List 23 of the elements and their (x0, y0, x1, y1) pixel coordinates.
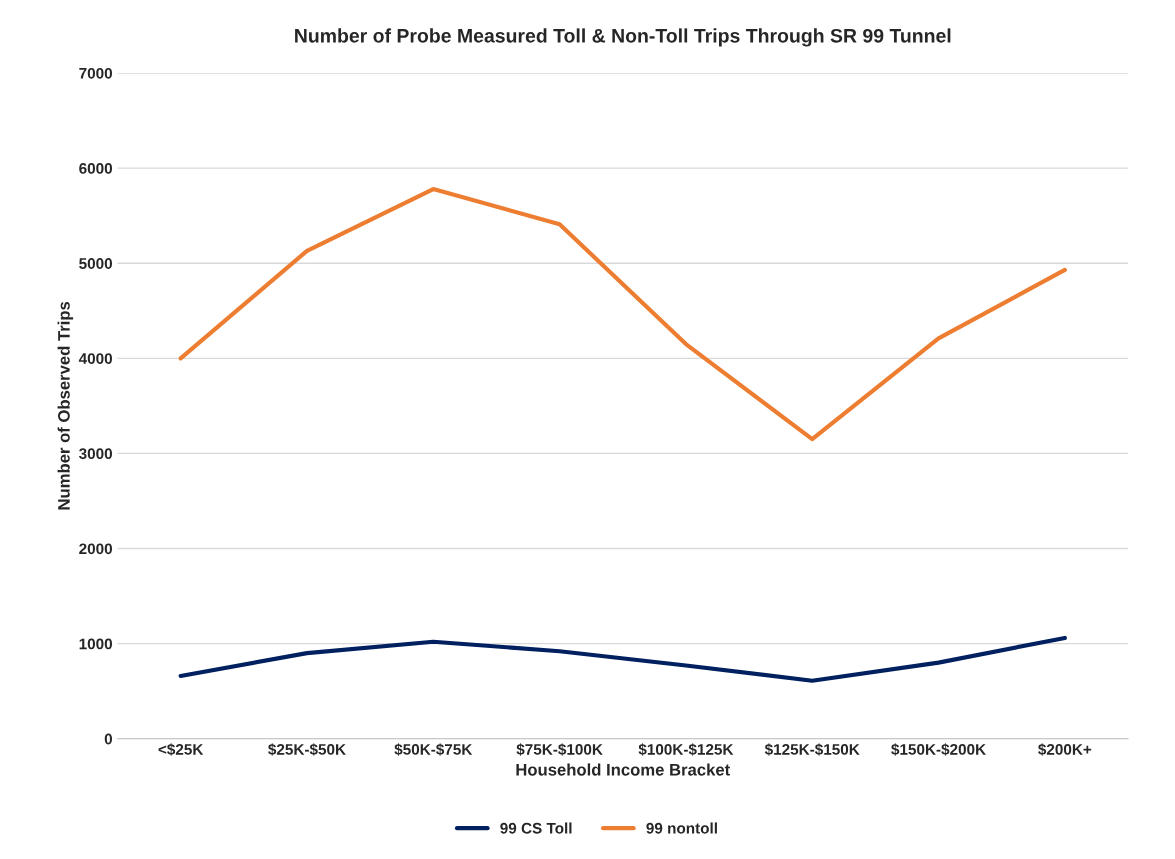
legend-label: 99 nontoll (646, 822, 717, 834)
y-tick-label: 2000 (79, 543, 113, 555)
y-tick-label: 4000 (78, 353, 113, 365)
chart-title: Number of Probe Measured Toll & Non-Toll Trips Through SR 99 Tunnel (295, 28, 951, 47)
x-tick-label: $100K-$125K (638, 743, 734, 756)
x-tick-label: $125K-$150K (764, 743, 860, 756)
x-tick-label: $200K+ (1038, 743, 1092, 756)
y-tick-label: 0 (104, 733, 113, 745)
x-axis-title: Household Income Bracket (516, 763, 730, 776)
x-tick-label: $75K-$100K (516, 743, 603, 756)
line-series (178, 635, 1067, 683)
legend-label: 99 CS Toll (500, 822, 572, 834)
x-tick-label: $150K-$200K (891, 743, 986, 756)
y-tick-label: 3000 (79, 448, 113, 460)
x-tick-label: $25K-$50K (268, 743, 346, 756)
x-tick-label: <$25K (158, 743, 204, 756)
y-axis-title: Number of Observed Trips (57, 301, 74, 510)
x-tick-label: $50K-$75K (394, 743, 473, 756)
y-tick-label: 1000 (79, 638, 113, 650)
y-tick-label: 7000 (79, 67, 113, 79)
line-series (178, 186, 1067, 442)
y-tick-label: 6000 (79, 162, 113, 174)
y-tick-label: 5000 (79, 258, 113, 269)
